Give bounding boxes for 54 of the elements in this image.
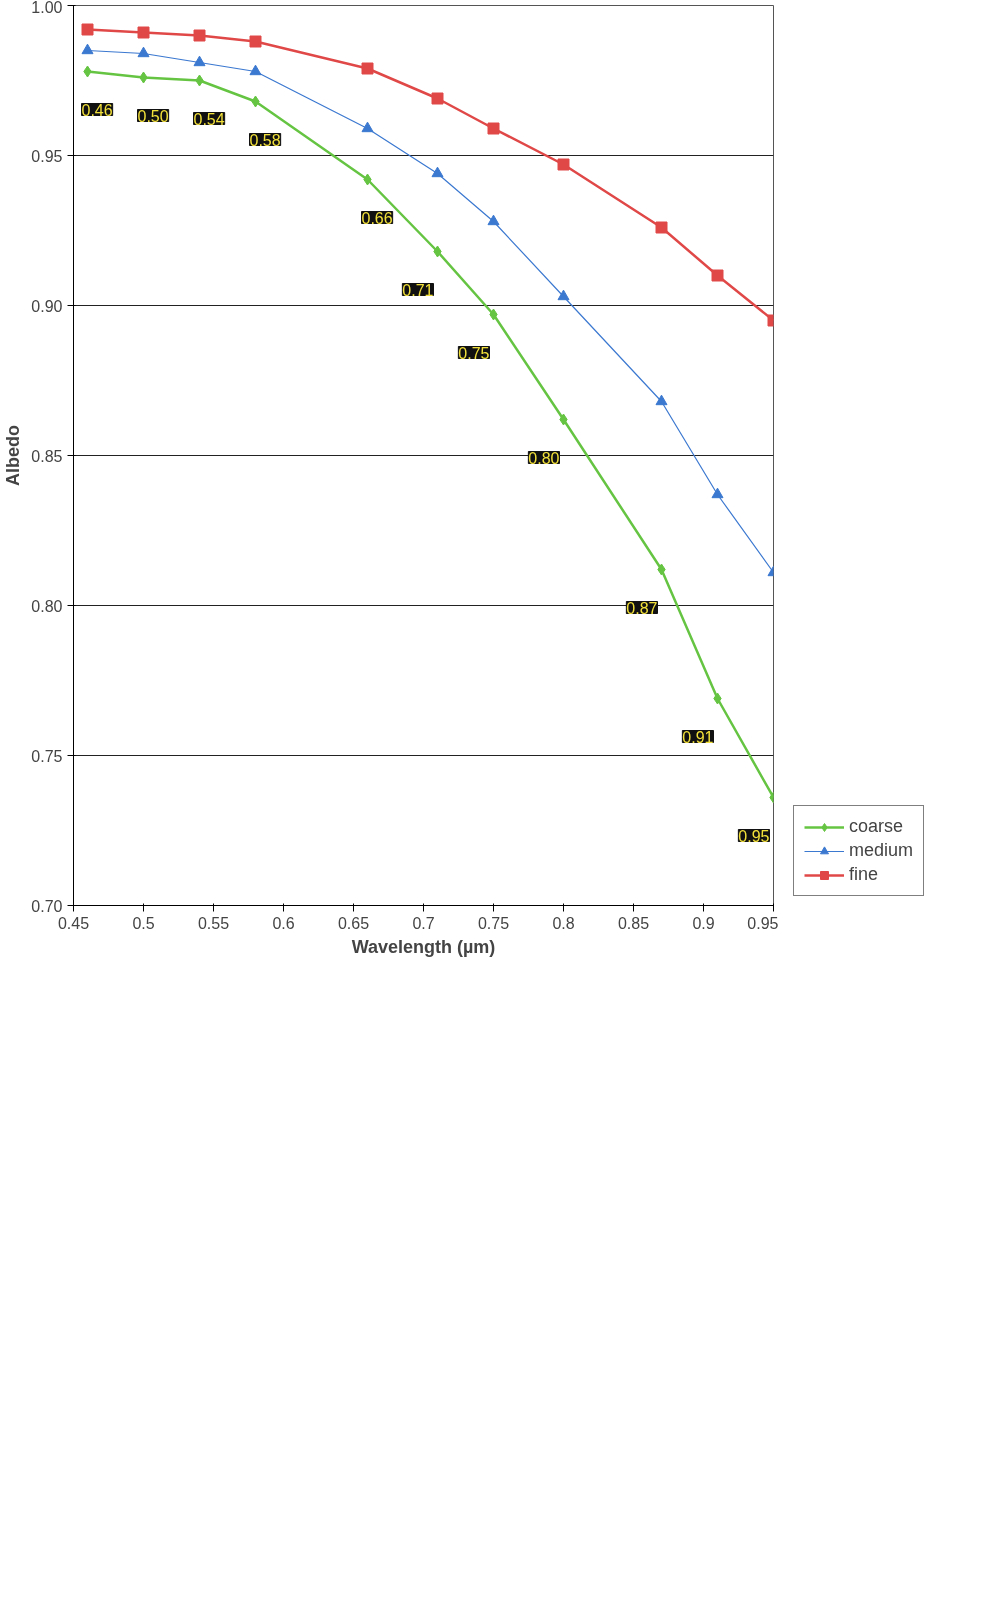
- point: [361, 121, 374, 133]
- annotation: 0.54: [193, 110, 225, 128]
- point: [361, 62, 374, 75]
- annotation: 0.66: [361, 209, 393, 227]
- point: [655, 221, 668, 234]
- point: [249, 64, 262, 76]
- x-tick-label: 0.7: [412, 914, 435, 932]
- annotation: 0.50: [137, 107, 169, 125]
- x-tick-label: 0.95: [747, 914, 779, 932]
- annotation: 0.58: [249, 131, 281, 149]
- point: [655, 394, 668, 406]
- y-tick-label: 0.80: [31, 597, 63, 615]
- x-tick-label: 0.65: [337, 914, 370, 932]
- point: [81, 43, 94, 55]
- point: [137, 46, 150, 58]
- x-tick-label: 0.8: [552, 914, 575, 932]
- point: [431, 166, 444, 178]
- point: [249, 35, 262, 48]
- y-tick-label: 0.70: [31, 897, 63, 915]
- x-tick-label: 0.6: [272, 914, 295, 932]
- point: [81, 23, 94, 36]
- y-tick-label: 0.95: [31, 147, 63, 165]
- point: [711, 269, 724, 282]
- annotation: 0.80: [528, 449, 560, 467]
- y-tick-label: 0.85: [31, 447, 63, 465]
- point: [557, 289, 570, 301]
- y-tick-label: 1.00: [31, 0, 63, 16]
- point: [711, 487, 724, 499]
- legend-label: medium: [849, 840, 914, 861]
- annotation: 0.46: [81, 101, 113, 119]
- annotation: 0.87: [626, 599, 658, 617]
- point: [137, 26, 150, 39]
- y-axis-title: Albedo: [3, 425, 24, 486]
- x-tick-label: 0.55: [197, 914, 230, 932]
- x-axis-title: Wavelength (µm): [351, 936, 496, 957]
- x-tick-label: 0.85: [617, 914, 650, 932]
- x-tick-label: 0.9: [692, 914, 715, 932]
- point: [557, 158, 570, 171]
- x-tick-label: 0.75: [477, 914, 510, 932]
- point: [193, 29, 206, 42]
- point: [487, 122, 500, 135]
- legend-label: fine: [849, 864, 879, 885]
- legend-label: coarse: [849, 816, 904, 837]
- annotation: 0.71: [402, 281, 434, 299]
- point: [193, 55, 206, 67]
- point: [487, 214, 500, 226]
- y-tick-label: 0.90: [31, 297, 63, 315]
- y-tick-label: 0.75: [31, 747, 63, 765]
- x-tick-label: 0.5: [132, 914, 155, 932]
- annotation: 0.91: [682, 728, 714, 746]
- x-tick-label: 0.45: [57, 914, 90, 932]
- annotation: 0.75: [458, 344, 490, 362]
- annotation: 0.95: [738, 827, 770, 845]
- point: [431, 92, 444, 105]
